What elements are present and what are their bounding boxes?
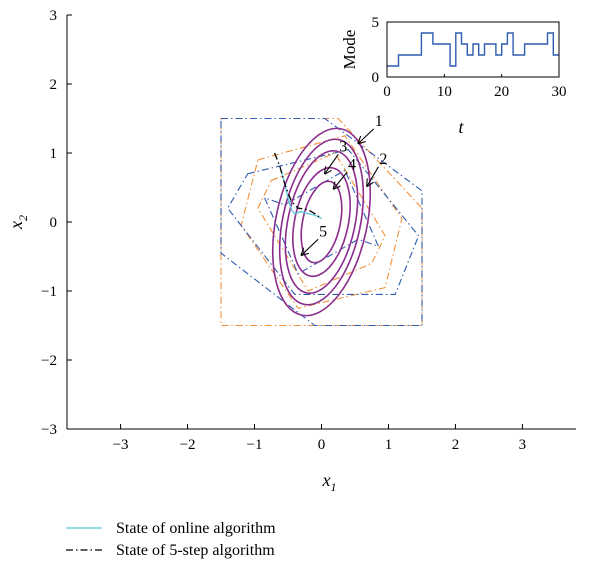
mode-inset-plot: 0 10 20 30 0 5 t Mode bbox=[340, 15, 567, 137]
y-tick-label: 1 bbox=[50, 146, 58, 162]
inset-frame bbox=[386, 21, 560, 78]
ellipsoid-sets bbox=[271, 127, 372, 317]
callout-label-1: 1 bbox=[375, 113, 383, 130]
x-tick-label: −1 bbox=[247, 437, 263, 453]
ellipse-1 bbox=[271, 127, 372, 317]
y-tick-label: −3 bbox=[41, 422, 57, 438]
x-tick-label: −3 bbox=[113, 437, 129, 453]
inset-axes: 0 10 20 30 0 5 t Mode bbox=[340, 15, 567, 137]
ellipse-5 bbox=[300, 180, 343, 264]
y-tick-label: 3 bbox=[50, 8, 58, 24]
ellipse-callouts: 1 2 34 5 bbox=[301, 113, 387, 255]
legend-label: State of 5-step algorithm bbox=[116, 542, 275, 559]
mode-step-line bbox=[387, 32, 559, 67]
callout-label-5: 5 bbox=[319, 223, 327, 240]
callout-arrow-3 bbox=[325, 154, 339, 173]
y-tick-label: −1 bbox=[41, 284, 57, 300]
online-trajectory bbox=[280, 170, 322, 220]
region-3 bbox=[240, 135, 403, 309]
x-tick-label: 3 bbox=[519, 437, 527, 453]
y-tick-label: −2 bbox=[41, 353, 57, 369]
inset-x-axis-label: t bbox=[458, 117, 464, 137]
ellipse-3 bbox=[284, 149, 359, 295]
callout-arrow-5 bbox=[301, 238, 319, 255]
inset-y-axis-label: Mode bbox=[340, 30, 359, 70]
legend: State of online algorithm State of 5-step… bbox=[66, 520, 276, 559]
invariant-regions bbox=[220, 117, 423, 327]
x-tick-label: −2 bbox=[180, 437, 196, 453]
callout-label-4: 4 bbox=[348, 156, 356, 173]
y-tick-label: 2 bbox=[50, 77, 58, 93]
x-axis-label: x1 bbox=[322, 470, 337, 494]
x-tick-label: 1 bbox=[385, 437, 393, 453]
region-6 bbox=[263, 169, 380, 275]
five-step-trajectory bbox=[273, 152, 322, 220]
callout-arrow-4 bbox=[334, 171, 348, 189]
inset-x-tick-label: 20 bbox=[494, 84, 509, 100]
x-tick-label: 0 bbox=[318, 437, 326, 453]
state-trajectories bbox=[273, 152, 322, 220]
region-2 bbox=[220, 117, 423, 327]
region-4 bbox=[227, 148, 420, 295]
legend-label: State of online algorithm bbox=[116, 520, 276, 537]
inset-y-tick-label: 0 bbox=[372, 70, 380, 86]
ellipse-2 bbox=[278, 138, 365, 306]
y-tick-label: 0 bbox=[50, 215, 58, 231]
inset-x-tick-label: 30 bbox=[552, 84, 567, 100]
callout-label-2: 2 bbox=[379, 151, 387, 168]
callout-arrow-2 bbox=[367, 166, 379, 186]
ellipse-4 bbox=[292, 166, 351, 278]
inset-x-tick-label: 10 bbox=[437, 84, 452, 100]
mode-signal bbox=[387, 32, 559, 67]
callout-arrow-1 bbox=[358, 128, 375, 143]
inset-y-tick-label: 5 bbox=[372, 15, 380, 31]
callout-label-3: 3 bbox=[339, 138, 347, 155]
x-tick-label: 2 bbox=[452, 437, 460, 453]
inset-x-tick-label: 0 bbox=[383, 84, 391, 100]
region-5 bbox=[257, 152, 386, 292]
y-axis-label: x2 bbox=[6, 215, 30, 230]
